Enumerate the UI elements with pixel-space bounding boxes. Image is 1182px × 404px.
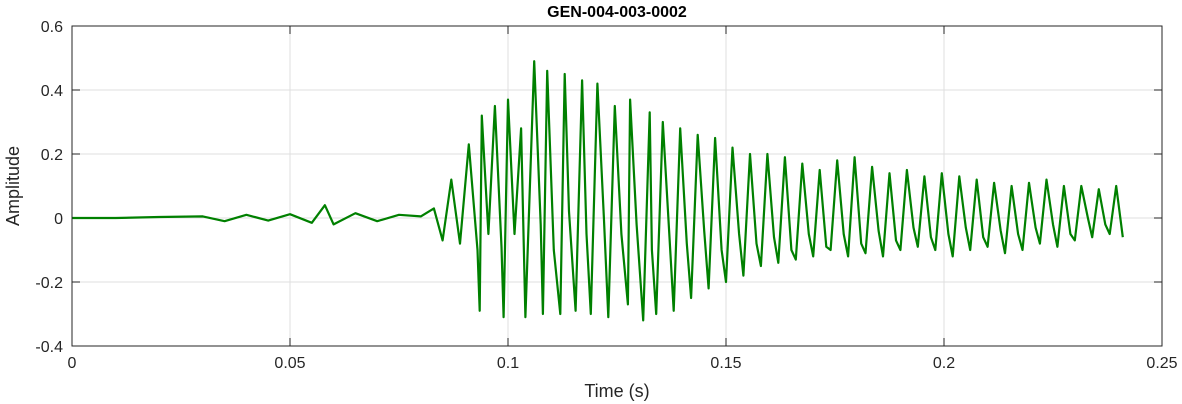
y-tick-label: 0	[54, 211, 63, 228]
y-axis-label: Amplitude	[3, 146, 23, 226]
y-tick-label: -0.2	[35, 275, 63, 292]
plot-frame	[71, 25, 1163, 347]
x-tick-label: 0	[68, 355, 77, 372]
series-group	[72, 60, 1124, 322]
x-tick-label: 0.2	[933, 355, 955, 372]
y-tick-label: -0.4	[35, 339, 63, 356]
x-tick-label: 0.05	[274, 355, 305, 372]
y-tick-label: 0.6	[41, 19, 63, 36]
x-tick-label: 0.15	[710, 355, 741, 372]
x-tick-label: 0.25	[1146, 355, 1177, 372]
x-tick-label: 0.1	[497, 355, 519, 372]
waveform-line	[72, 60, 1124, 322]
chart-title: GEN-004-003-0002	[547, 4, 687, 21]
y-tick-label: 0.2	[41, 147, 63, 164]
y-tick-label: 0.4	[41, 83, 63, 100]
plot-background	[72, 26, 1162, 346]
x-axis-label: Time (s)	[584, 381, 649, 401]
